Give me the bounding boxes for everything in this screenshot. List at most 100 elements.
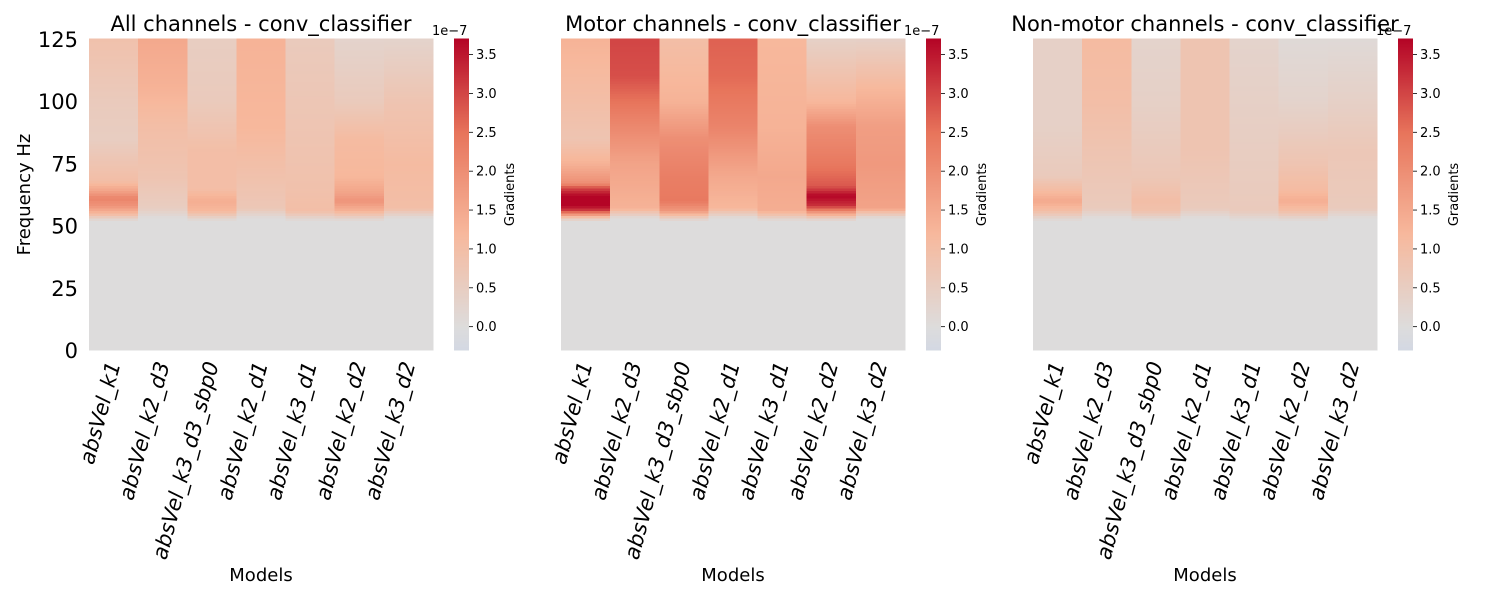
heatmap-cell xyxy=(806,227,857,231)
heatmap-cell xyxy=(1082,165,1132,169)
heatmap-cell xyxy=(659,297,709,301)
heatmap-cell xyxy=(236,98,286,102)
heatmap-cell xyxy=(1229,93,1280,97)
heatmap-cell xyxy=(285,319,336,323)
colorbar-segment xyxy=(1398,338,1413,341)
colorbar-segment xyxy=(454,285,469,289)
heatmap-cell xyxy=(1327,173,1378,177)
heatmap-cell xyxy=(1082,78,1132,82)
colorbar-segment xyxy=(454,312,469,315)
colorbar-segment xyxy=(454,299,469,303)
heatmap-cell xyxy=(1180,252,1230,256)
heatmap-cell xyxy=(187,63,237,67)
heatmap-cell xyxy=(659,178,709,182)
heatmap-cell xyxy=(1327,46,1378,50)
heatmap-cell xyxy=(561,178,611,182)
colorbar-segment xyxy=(926,127,941,130)
heatmap-cell xyxy=(187,88,237,92)
heatmap-cell xyxy=(757,130,808,134)
heatmap-cell xyxy=(1180,95,1230,100)
heatmap-cell xyxy=(1033,247,1083,251)
heatmap-cell xyxy=(187,95,237,100)
heatmap-cell xyxy=(1180,327,1230,331)
heatmap-cell xyxy=(138,38,188,42)
colorbar-segment xyxy=(454,52,469,55)
heatmap-cell xyxy=(1033,105,1083,109)
heatmap-cell xyxy=(659,337,709,341)
heatmap-cell xyxy=(187,280,237,284)
heatmap-cell xyxy=(708,163,758,167)
heatmap-cell xyxy=(806,115,857,119)
heatmap-cell xyxy=(138,90,188,95)
heatmap-cell xyxy=(1033,53,1083,57)
heatmap-cell xyxy=(610,339,660,343)
heatmap-cell xyxy=(138,46,188,50)
heatmap-cell xyxy=(610,217,660,221)
heatmap-cell xyxy=(610,105,660,109)
heatmap-cell xyxy=(285,297,336,301)
heatmap-cell xyxy=(1082,41,1132,45)
heatmap-cell xyxy=(187,148,237,152)
heatmap-cell xyxy=(187,319,237,323)
colorbar-segment xyxy=(454,259,469,262)
heatmap-cell xyxy=(334,178,385,182)
heatmap-cell xyxy=(610,267,660,271)
heatmap-cell xyxy=(806,83,857,87)
heatmap-cell xyxy=(757,190,808,194)
heatmap-cell xyxy=(757,245,808,249)
heatmap-cell xyxy=(708,73,758,77)
heatmap-cell xyxy=(1131,71,1181,75)
colorbar-segment xyxy=(1398,153,1413,156)
heatmap-cell xyxy=(708,135,758,139)
heatmap-cell xyxy=(138,83,188,87)
heatmap-cell xyxy=(1229,235,1280,239)
heatmap-cell xyxy=(1131,247,1181,251)
heatmap-cell xyxy=(187,294,237,299)
heatmap-cell xyxy=(334,90,385,95)
heatmap-cell xyxy=(659,270,709,274)
heatmap-cell xyxy=(1131,100,1181,104)
heatmap-cell xyxy=(1327,329,1378,333)
colorbar-segment xyxy=(1398,38,1413,41)
heatmap-cell xyxy=(806,334,857,338)
colorbar-segment xyxy=(1398,247,1413,250)
heatmap-cell xyxy=(334,123,385,127)
colorbar-segment xyxy=(926,284,941,287)
colorbar-segment xyxy=(454,69,469,72)
colorbar-segment xyxy=(1398,265,1413,268)
heatmap-cell xyxy=(383,58,434,62)
colorbar-segment xyxy=(454,335,469,338)
colorbar-segment xyxy=(926,156,941,160)
heatmap-cell xyxy=(285,71,336,75)
heatmap-cell xyxy=(383,235,434,239)
heatmap-cell xyxy=(1327,289,1378,294)
colorbar-segment xyxy=(1398,200,1413,203)
heatmap-cell xyxy=(285,247,336,251)
heatmap-cell xyxy=(708,140,758,144)
heatmap-cell xyxy=(236,197,286,202)
heatmap-cell xyxy=(89,212,139,216)
colorbar-segment xyxy=(926,172,941,175)
heatmap-cell xyxy=(187,170,237,174)
heatmap-cell xyxy=(1278,227,1329,231)
colorbar-segment xyxy=(1398,136,1413,139)
heatmap-cell xyxy=(1327,202,1378,206)
heatmap-cell xyxy=(236,185,286,189)
heatmap-cell xyxy=(757,215,808,219)
heatmap-cell xyxy=(855,63,906,67)
heatmap-cell xyxy=(610,123,660,127)
colorbar-segment xyxy=(454,102,469,105)
colorbar-segment xyxy=(926,107,941,110)
heatmap-cell xyxy=(89,202,139,206)
heatmap-cell xyxy=(855,125,906,129)
heatmap-cell xyxy=(1082,110,1132,114)
heatmap-cell xyxy=(236,83,286,87)
colorbar-segment xyxy=(454,124,469,127)
heatmap-cell xyxy=(187,168,237,172)
heatmap-cell xyxy=(334,63,385,67)
heatmap-cell xyxy=(383,88,434,92)
heatmap-cell xyxy=(89,158,139,162)
heatmap-cell xyxy=(236,183,286,187)
heatmap-cell xyxy=(659,272,709,276)
